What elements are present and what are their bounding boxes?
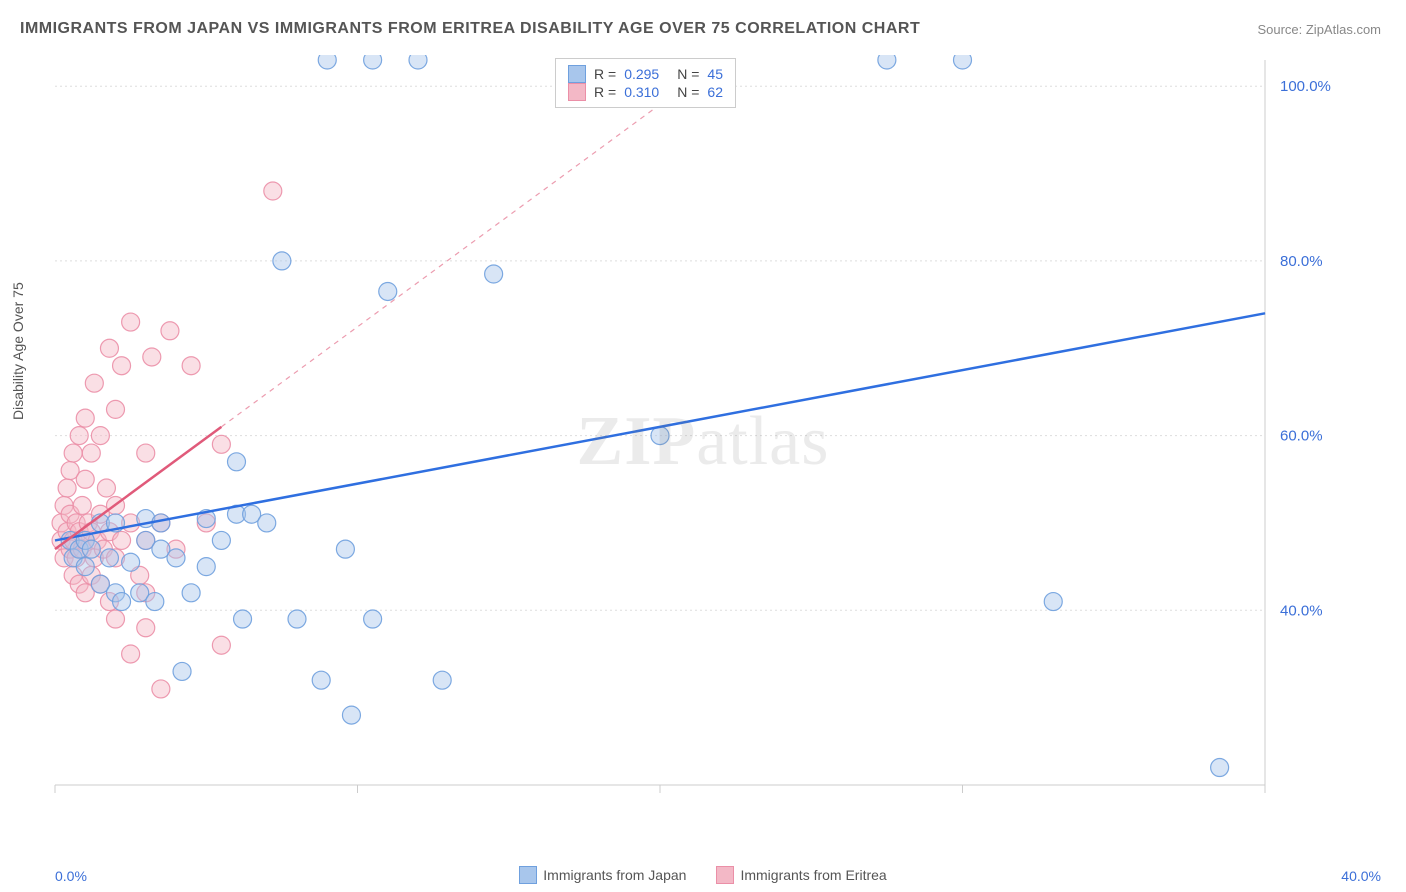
chart-plot-area: 40.0% 60.0% 80.0% 100.0% — [50, 55, 1350, 825]
r-label: R = — [594, 66, 616, 82]
legend-item-eritrea: Immigrants from Eritrea — [716, 866, 886, 884]
svg-text:60.0%: 60.0% — [1280, 428, 1323, 445]
r-value-eritrea: 0.310 — [624, 84, 659, 100]
legend-swatch-eritrea-bottom — [716, 866, 734, 884]
legend-row-eritrea: R = 0.310 N = 62 — [568, 83, 723, 101]
svg-text:100.0%: 100.0% — [1280, 78, 1331, 95]
n-value-japan: 45 — [707, 66, 723, 82]
legend-label-japan: Immigrants from Japan — [543, 867, 686, 883]
svg-text:80.0%: 80.0% — [1280, 253, 1323, 270]
n-label: N = — [677, 84, 699, 100]
series-legend: Immigrants from Japan Immigrants from Er… — [0, 866, 1406, 884]
legend-label-eritrea: Immigrants from Eritrea — [740, 867, 886, 883]
legend-item-japan: Immigrants from Japan — [519, 866, 686, 884]
chart-title: IMMIGRANTS FROM JAPAN VS IMMIGRANTS FROM… — [20, 20, 920, 38]
legend-swatch-japan-bottom — [519, 866, 537, 884]
n-value-eritrea: 62 — [707, 84, 723, 100]
scatter-chart-svg: 40.0% 60.0% 80.0% 100.0% — [50, 55, 1350, 825]
legend-row-japan: R = 0.295 N = 45 — [568, 65, 723, 83]
legend-swatch-japan — [568, 65, 586, 83]
r-label: R = — [594, 84, 616, 100]
n-label: N = — [677, 66, 699, 82]
y-axis-label: Disability Age Over 75 — [10, 282, 26, 420]
source-attribution: Source: ZipAtlas.com — [1257, 22, 1381, 37]
legend-swatch-eritrea — [568, 83, 586, 101]
svg-text:40.0%: 40.0% — [1280, 602, 1323, 619]
r-value-japan: 0.295 — [624, 66, 659, 82]
correlation-legend: R = 0.295 N = 45 R = 0.310 N = 62 — [555, 58, 736, 108]
